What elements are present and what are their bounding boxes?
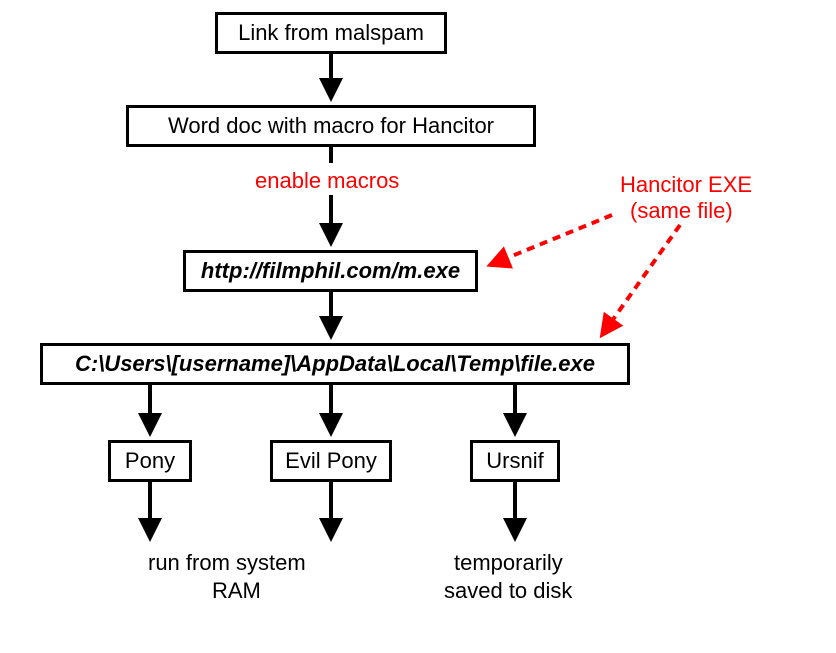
node-evil-pony: Evil Pony: [270, 440, 392, 482]
label-ram-line2: RAM: [212, 578, 261, 604]
node-malspam-link: Link from malspam: [215, 12, 447, 54]
label-ram-line1: run from system: [148, 550, 306, 576]
node-url: http://filmphil.com/m.exe: [183, 250, 478, 292]
node-label: Word doc with macro for Hancitor: [168, 113, 494, 139]
arrow-annot-n3: [490, 215, 612, 265]
label-text: saved to disk: [444, 578, 572, 603]
node-label: http://filmphil.com/m.exe: [201, 258, 460, 284]
node-filepath: C:\Users\[username]\AppData\Local\Temp\f…: [40, 343, 630, 385]
node-label: Evil Pony: [285, 448, 377, 474]
node-label: Ursnif: [486, 448, 543, 474]
label-enable-macros: enable macros: [255, 168, 399, 194]
node-label: Pony: [125, 448, 175, 474]
label-disk-line1: temporarily: [454, 550, 563, 576]
label-hancitor-exe-line1: Hancitor EXE: [620, 172, 752, 198]
arrow-annot-n4: [602, 225, 680, 335]
node-ursnif: Ursnif: [470, 440, 560, 482]
node-label: Link from malspam: [238, 20, 424, 46]
node-label: C:\Users\[username]\AppData\Local\Temp\f…: [75, 351, 595, 377]
label-disk-line2: saved to disk: [444, 578, 572, 604]
node-pony: Pony: [108, 440, 192, 482]
label-text: enable macros: [255, 168, 399, 193]
label-hancitor-exe-line2: (same file): [630, 198, 733, 224]
label-text: (same file): [630, 198, 733, 223]
arrows-layer: [0, 0, 836, 653]
label-text: RAM: [212, 578, 261, 603]
label-text: temporarily: [454, 550, 563, 575]
label-text: run from system: [148, 550, 306, 575]
node-word-doc: Word doc with macro for Hancitor: [126, 105, 536, 147]
label-text: Hancitor EXE: [620, 172, 752, 197]
